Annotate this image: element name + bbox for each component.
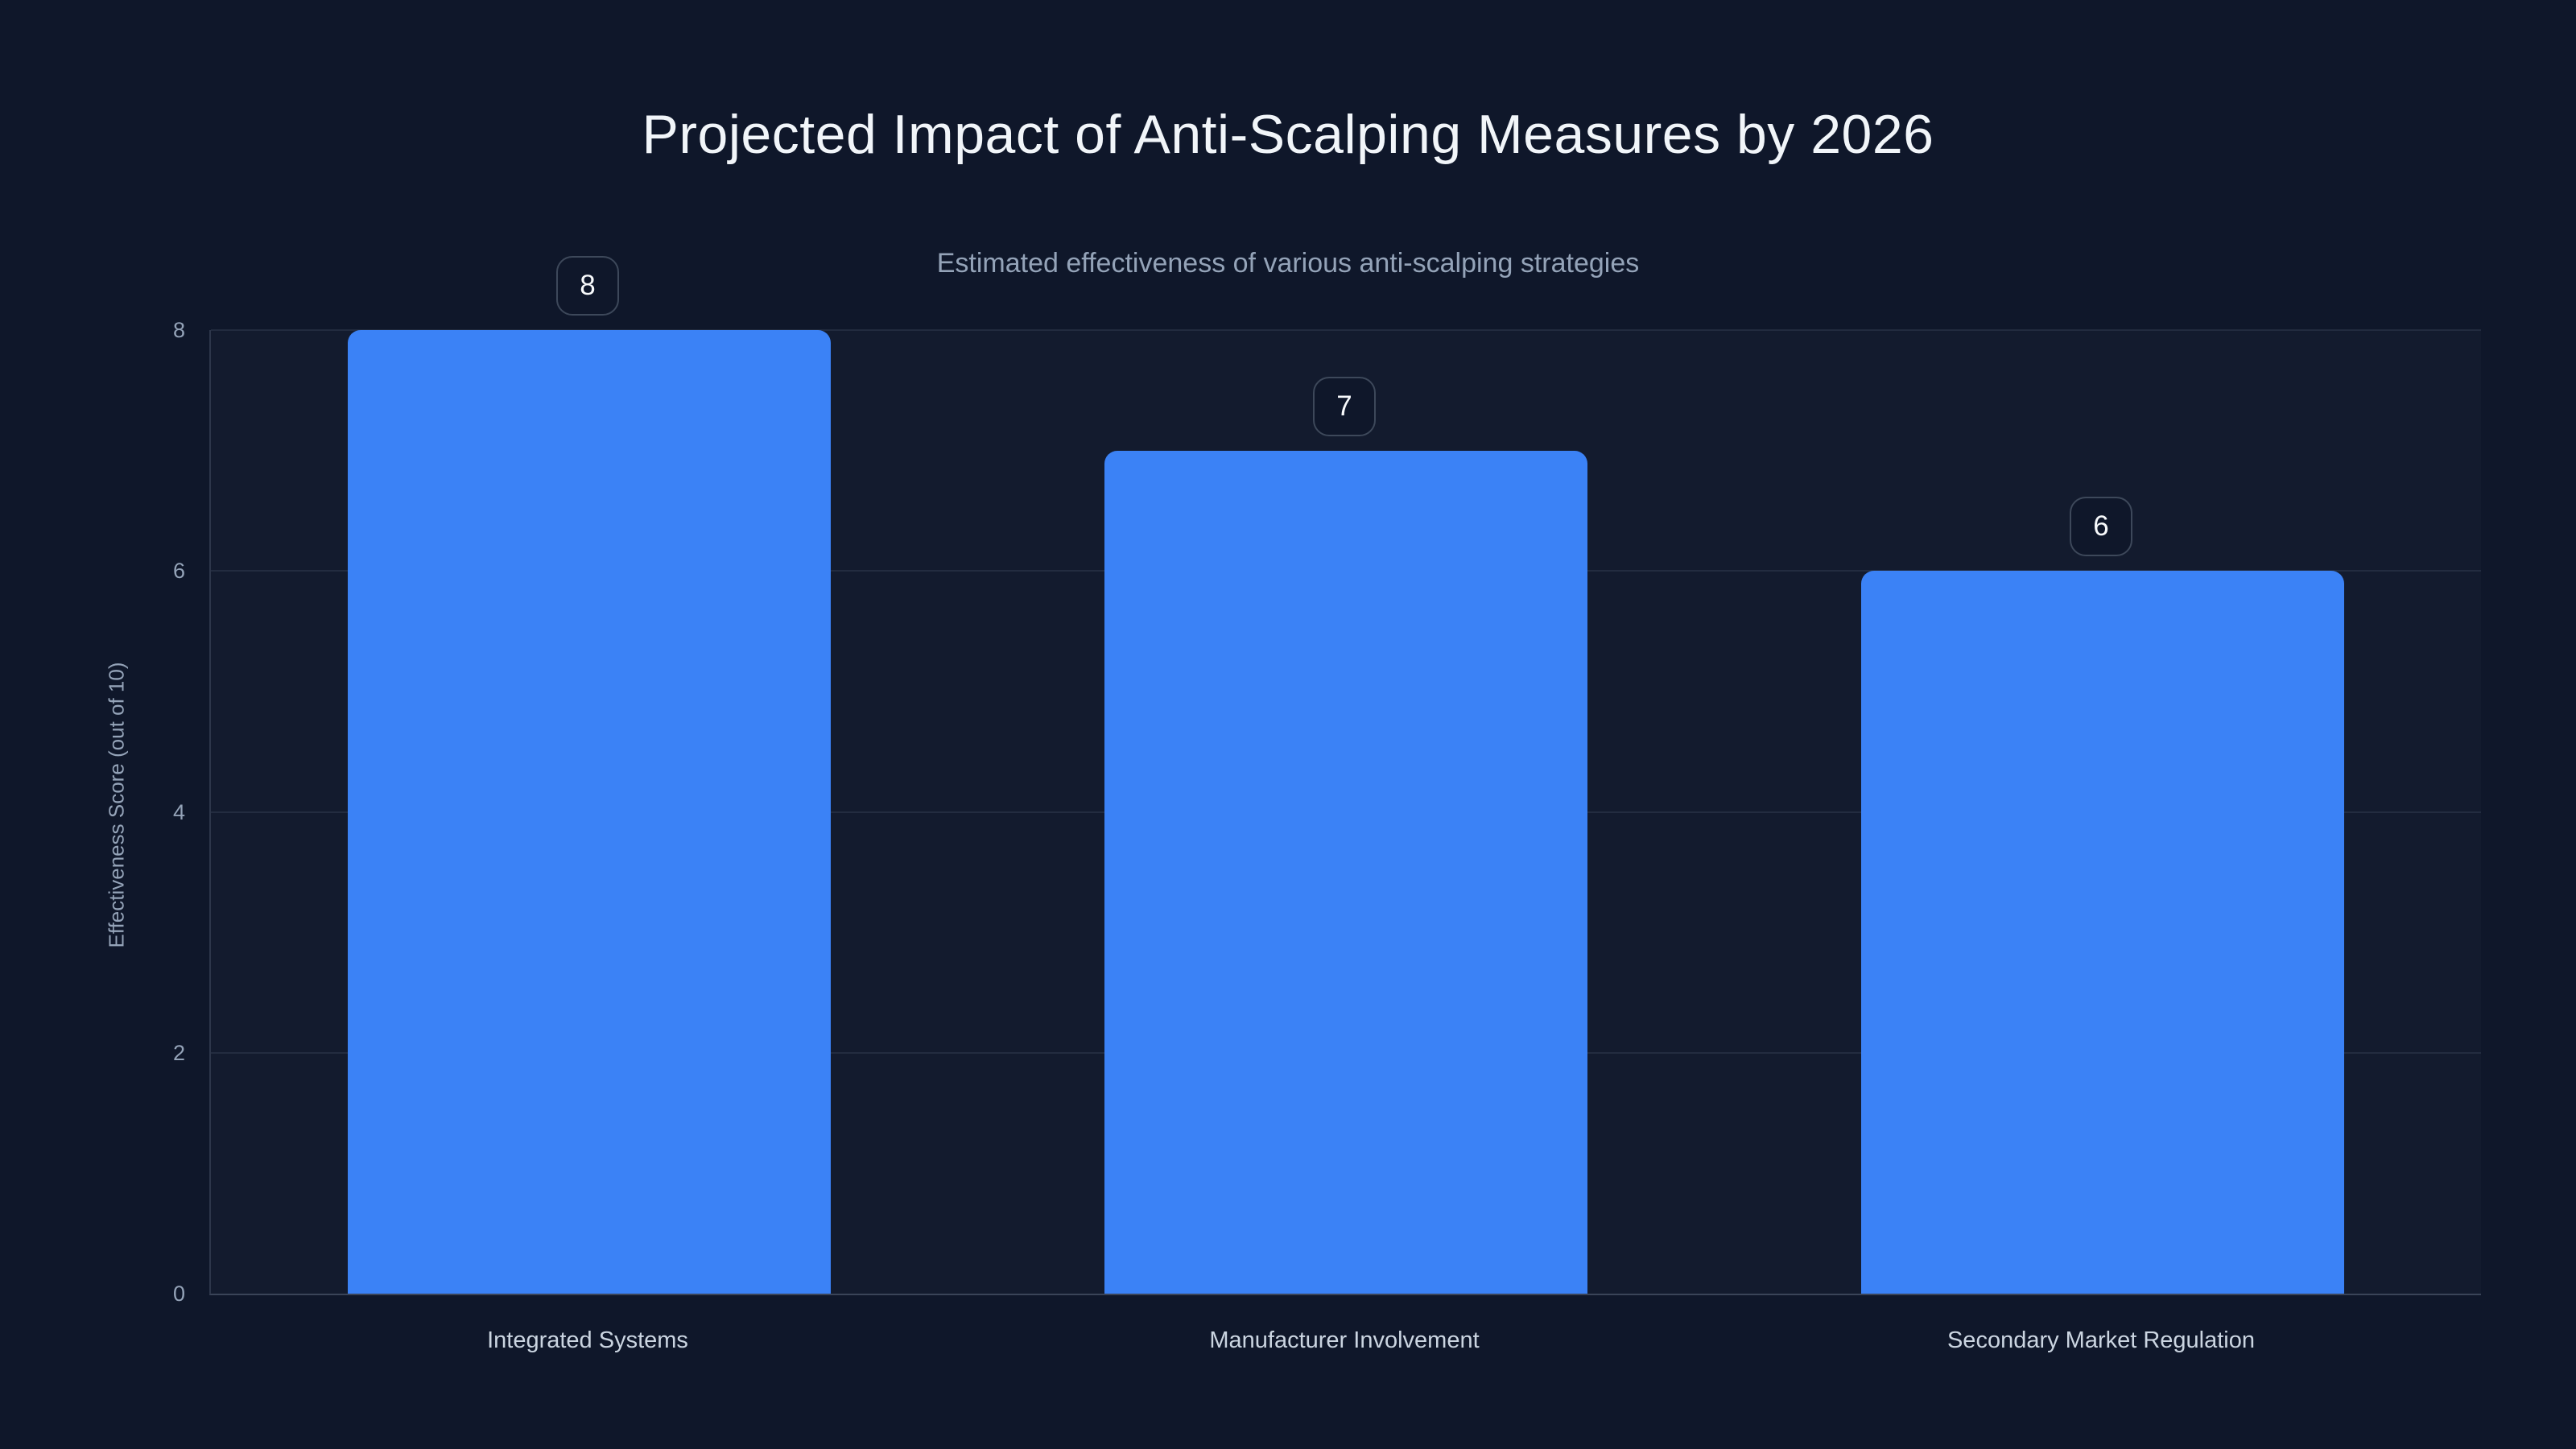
y-tick-label-4: 4 [172,799,185,824]
y-tick-label-6: 6 [172,559,185,584]
plot-area [209,329,2481,1295]
y-tick-label-0: 0 [172,1282,185,1306]
x-label-1: Integrated Systems [487,1327,688,1353]
gridline-y8 [211,329,2481,331]
chart-title: Projected Impact of Anti-Scalping Measur… [642,104,1934,165]
value-badge-1: 8 [556,256,619,316]
bar-3[interactable] [1861,571,2344,1294]
bar-2[interactable] [1104,450,1587,1294]
x-label-2: Manufacturer Involvement [1209,1327,1480,1353]
y-tick-label-8: 8 [172,318,185,342]
value-badge-2: 7 [1313,376,1376,436]
chart-subtitle: Estimated effectiveness of various anti-… [936,248,1640,279]
x-label-3: Secondary Market Regulation [1946,1327,2256,1353]
y-tick-label-2: 2 [172,1040,185,1065]
value-badge-3: 6 [2070,497,2132,557]
bar-1[interactable] [348,330,831,1294]
